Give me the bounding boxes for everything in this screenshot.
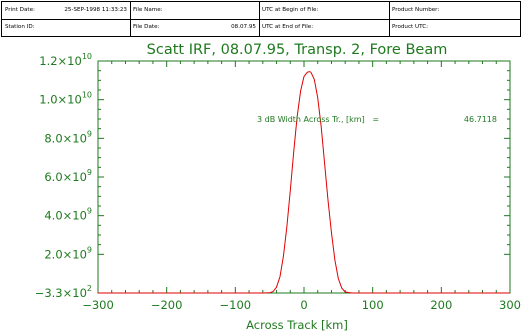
y-tick-label: 8.0×109 [44, 129, 92, 145]
utc-end-label: UTC at End of File: [262, 24, 314, 30]
product-number-label: Product Number: [392, 7, 440, 13]
y-tick-label: −3.3×102 [35, 284, 92, 300]
header-info-table: Print Date: 25-SEP-1998 11:33:23 Station… [1, 1, 521, 37]
x-tick-label: 100 [362, 298, 384, 312]
x-tick-label: −100 [220, 298, 252, 312]
file-name-label: File Name: [133, 7, 163, 13]
plot-frame [97, 60, 511, 294]
header-row-divider [2, 19, 520, 20]
y-tick-label: 2.0×109 [44, 245, 92, 261]
station-id-cell: Station ID: [2, 19, 130, 36]
y-tick-label: 6.0×109 [44, 168, 92, 184]
chart-title: Scatt IRF, 08.07.95, Transp. 2, Fore Bea… [147, 42, 448, 58]
file-date-value: 08.07.95 [231, 24, 256, 30]
y-tick-label: 1.2×1010 [39, 52, 92, 68]
print-date-cell: Print Date: 25-SEP-1998 11:33:23 [2, 2, 130, 19]
series-line [98, 71, 510, 294]
file-date-cell: File Date: 08.07.95 [130, 19, 259, 36]
product-utc-label: Product UTC: [392, 24, 428, 30]
utc-begin-label: UTC at Begin of File: [262, 7, 319, 13]
chart: Scatt IRF, 08.07.95, Transp. 2, Fore Bea… [35, 42, 521, 332]
x-tick-label: 200 [430, 298, 452, 312]
utc-begin-cell: UTC at Begin of File: [259, 2, 389, 19]
x-tick-label: −300 [82, 298, 114, 312]
file-date-label: File Date: [133, 24, 160, 30]
x-tick-label: 0 [300, 298, 307, 312]
print-date-value: 25-SEP-1998 11:33:23 [64, 7, 127, 13]
y-tick-label: 4.0×109 [44, 207, 92, 223]
product-number-cell: Product Number: [389, 2, 520, 19]
utc-end-cell: UTC at End of File: [259, 19, 389, 36]
x-tick-label: −200 [151, 298, 183, 312]
annotation-label: 3 dB Width Across Tr., [km] = [257, 115, 379, 124]
product-utc-cell: Product UTC: [389, 19, 520, 36]
x-tick-label: 300 [499, 298, 521, 312]
print-date-label: Print Date: [5, 7, 35, 13]
x-axis: −300 −200 −100 0 100 200 300 [82, 61, 521, 312]
y-axis: −3.3×102 2.0×109 4.0×109 6.0×109 8.0×109 1.0×… [35, 52, 510, 300]
y-tick-label: 1.0×1010 [39, 91, 92, 107]
station-id-label: Station ID: [5, 24, 35, 30]
annotation-value: 46.7118 [464, 115, 497, 124]
file-name-cell: File Name: [130, 2, 259, 19]
x-axis-label: Across Track [km] [246, 318, 348, 332]
